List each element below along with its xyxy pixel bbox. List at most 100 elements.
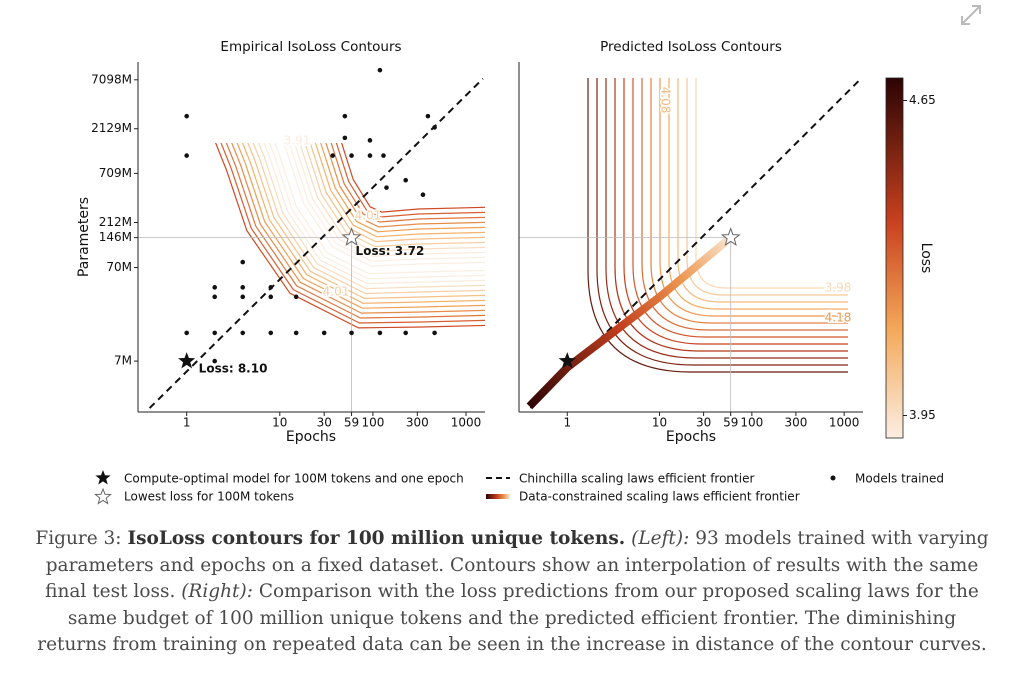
legend-label: Data-constrained scaling laws efficient …	[519, 490, 800, 504]
efficient-frontier	[526, 234, 734, 410]
model-point	[349, 330, 354, 336]
model-point	[212, 358, 218, 364]
model-point	[425, 113, 431, 119]
x-tick-label: 30	[317, 416, 332, 430]
x-tick-label: 30	[696, 416, 711, 430]
contour-label: 4.08	[659, 87, 673, 114]
caption-tag: (Left):	[631, 528, 690, 549]
colorbar-label: Loss	[918, 243, 934, 274]
y-tick-label: 7098M	[91, 72, 132, 86]
model-point	[432, 330, 437, 336]
contour-line	[668, 78, 848, 310]
x-tick-label: 59	[344, 416, 359, 430]
contour-line	[605, 78, 848, 359]
contour-line	[614, 78, 848, 352]
contour-line	[686, 78, 848, 296]
caption-text: 93 models trained with varying parameter…	[45, 528, 989, 602]
x-tick-label: 100	[361, 416, 384, 430]
legend-label: Models trained	[855, 472, 944, 486]
contours	[215, 143, 485, 329]
model-point	[420, 192, 426, 198]
legend-label: Chinchilla scaling laws efficient fronti…	[519, 472, 754, 486]
model-point	[212, 285, 218, 290]
x-tick-label: 1	[183, 416, 191, 430]
x-tick-label: 300	[406, 416, 429, 430]
y-tick-label: 70M	[106, 260, 132, 274]
expand-icon[interactable]	[961, 5, 981, 25]
x-tick-label: 1000	[829, 416, 860, 430]
y-axis-label: Parameters	[76, 197, 92, 277]
caption-text: Comparison with the loss predictions fro…	[37, 581, 987, 655]
model-point	[377, 67, 383, 73]
x-axis-label: Epochs	[666, 429, 716, 445]
contour-line	[258, 143, 485, 290]
contour-line	[623, 78, 848, 345]
plot-area: 3.98 4.08 4.18 1 10 30 59 100 300 1000 3.95 4.65	[518, 62, 936, 439]
contour-line	[641, 78, 848, 331]
model-point	[268, 330, 274, 336]
plot-area: 3.914.014.011 10 30 59 100 300 10007M70M146M21…	[91, 62, 485, 430]
model-point	[293, 330, 299, 336]
model-point	[403, 177, 408, 183]
contour-label: 4.18	[825, 311, 852, 325]
model-point	[212, 294, 218, 300]
optimal-star	[178, 352, 196, 369]
model-point	[293, 294, 299, 300]
model-point	[349, 153, 354, 158]
contours	[587, 78, 848, 373]
x-tick-label: 10	[272, 416, 287, 430]
y-tick-label: 709M	[99, 166, 132, 180]
contour-label: 3.91	[284, 134, 311, 148]
chinchilla-frontier	[148, 77, 484, 409]
contour-line	[236, 143, 485, 309]
legend-gradient-swatch	[486, 494, 510, 499]
contour-line	[596, 78, 848, 366]
contour-line	[231, 143, 485, 314]
caption-bold: IsoLoss contours for 100 million unique …	[127, 528, 626, 549]
contour-line	[215, 143, 485, 329]
annotation: Loss: 3.72	[356, 244, 425, 258]
contour-line	[274, 143, 485, 275]
colorbar	[885, 77, 904, 439]
contour-line	[220, 143, 485, 324]
x-axis-label: Epochs	[286, 429, 336, 445]
model-point	[342, 113, 348, 119]
contour-line	[587, 78, 848, 373]
model-point	[330, 153, 335, 158]
contour-line	[268, 143, 485, 280]
chart-title: Predicted IsoLoss Contours	[600, 39, 782, 55]
model-point	[367, 153, 373, 158]
figure: Empirical IsoLoss Contours Predicted Iso…	[76, 5, 981, 505]
model-point	[384, 185, 389, 190]
contour-line	[263, 143, 485, 285]
model-point	[184, 153, 189, 158]
model-point	[240, 259, 246, 265]
colorbar-tick-label: 3.95	[909, 408, 936, 422]
contour-line	[659, 78, 848, 317]
model-point	[377, 330, 383, 336]
model-point	[240, 330, 246, 336]
y-tick-label: 212M	[99, 215, 132, 229]
caption-tag: (Right):	[181, 581, 253, 602]
contour-label: 4.01	[323, 285, 350, 299]
model-point	[432, 125, 437, 130]
contour-line	[241, 143, 485, 304]
contour-line	[695, 78, 848, 289]
contour-line	[225, 143, 485, 319]
lowest-star	[720, 227, 741, 247]
y-tick-label: 146M	[99, 230, 132, 244]
optimal-star	[558, 352, 576, 369]
contour-line	[252, 143, 485, 295]
model-point	[403, 330, 408, 336]
model-point	[240, 285, 246, 290]
caption: Figure 3: IsoLoss contours for 100 milli…	[32, 526, 992, 659]
caption-label: Figure 3:	[35, 528, 128, 549]
legend-star-filled	[95, 470, 111, 485]
model-point	[212, 330, 218, 336]
model-point	[268, 285, 274, 290]
contour-line	[632, 78, 848, 338]
x-tick-label: 59	[723, 416, 738, 430]
contour-line	[650, 78, 848, 324]
legend-dot-swatch	[830, 475, 836, 481]
